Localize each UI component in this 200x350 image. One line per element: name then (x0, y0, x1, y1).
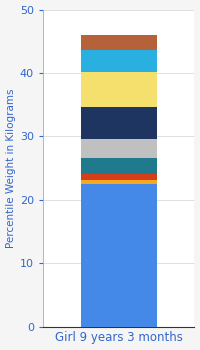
Bar (81, 139, 157, 158)
Bar (81, 107, 157, 139)
Bar (81, 180, 157, 184)
Bar (81, 158, 157, 174)
Bar (81, 174, 157, 180)
Bar (81, 35, 157, 50)
Bar (81, 184, 157, 327)
Bar (81, 72, 157, 107)
Y-axis label: Percentile Weight in Kilograms: Percentile Weight in Kilograms (6, 88, 16, 248)
Bar (81, 50, 157, 72)
